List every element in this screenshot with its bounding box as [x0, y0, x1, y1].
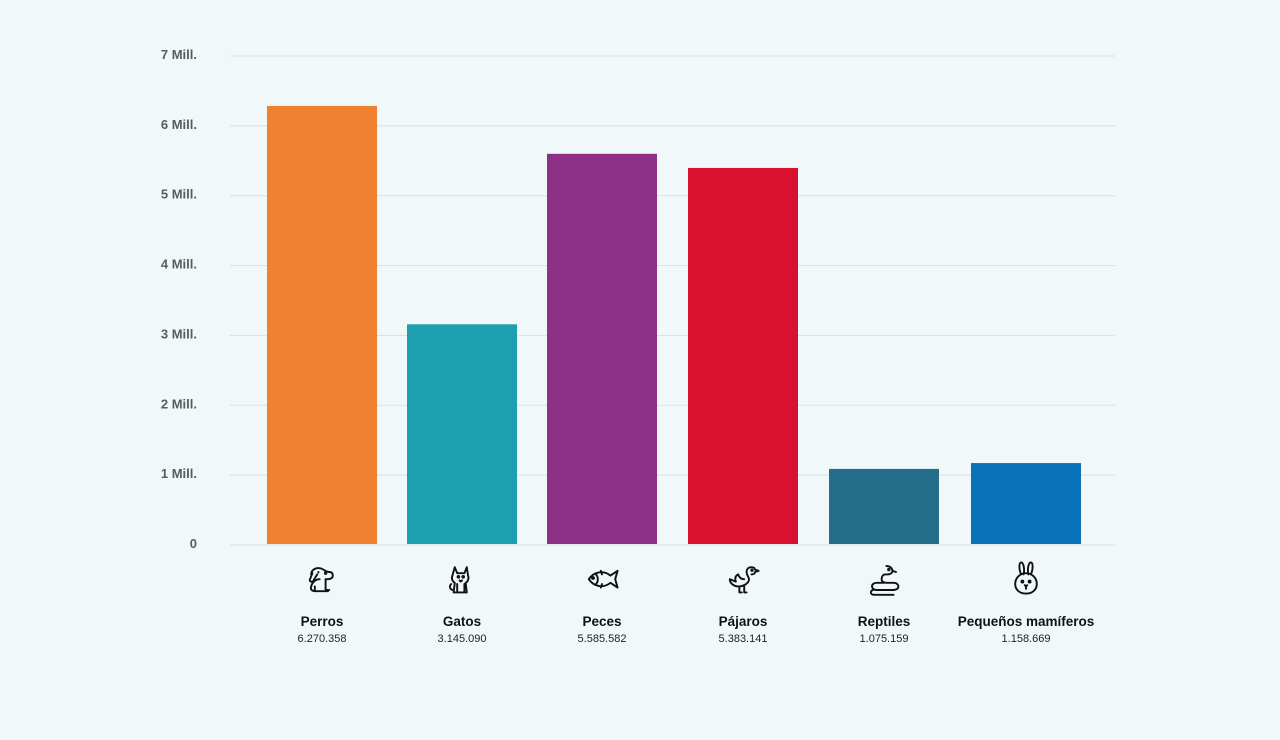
- y-tick-label: 5 Mill.: [161, 187, 197, 202]
- bar-4: [829, 468, 939, 544]
- snake-icon: [869, 565, 900, 596]
- bar-2: [547, 153, 657, 545]
- cat-icon: [449, 566, 470, 594]
- bar-5: [971, 463, 1081, 544]
- category-label: Perros: [301, 614, 344, 629]
- value-label: 1.158.669: [1002, 633, 1051, 645]
- y-tick-label: 3 Mill.: [161, 326, 197, 341]
- rabbit-icon: [1014, 561, 1038, 595]
- y-tick-label: 0: [190, 536, 197, 551]
- y-tick-label: 1 Mill.: [161, 466, 197, 481]
- bird-icon: [728, 566, 760, 594]
- dog-icon: [308, 567, 334, 593]
- bar-3: [688, 167, 798, 544]
- bar-0: [267, 105, 377, 544]
- y-tick-label: 7 Mill.: [161, 47, 197, 62]
- category-label: Reptiles: [858, 614, 911, 629]
- y-tick-label: 2 Mill.: [161, 396, 197, 411]
- value-label: 1.075.159: [860, 633, 909, 645]
- y-tick-label: 4 Mill.: [161, 257, 197, 272]
- category-label: Gatos: [443, 614, 481, 629]
- value-label: 3.145.090: [438, 633, 487, 645]
- value-label: 6.270.358: [298, 633, 347, 645]
- bar-1: [407, 324, 517, 544]
- value-label: 5.585.582: [578, 633, 627, 645]
- category-label: Peces: [582, 614, 621, 629]
- y-tick-label: 6 Mill.: [161, 117, 197, 132]
- category-label: Pájaros: [719, 614, 768, 629]
- value-label: 5.383.141: [719, 633, 768, 645]
- category-label: Pequeños mamíferos: [958, 614, 1095, 629]
- fish-icon: [587, 569, 619, 589]
